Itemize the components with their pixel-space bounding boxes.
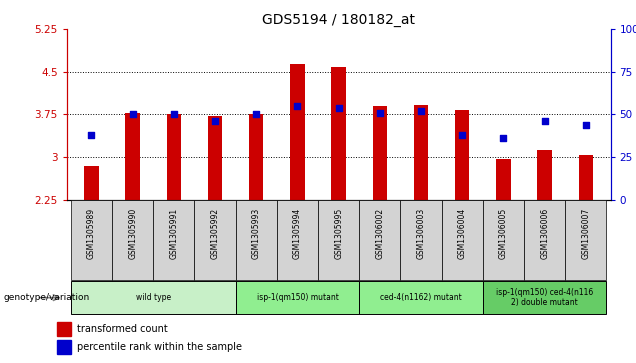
Bar — [57, 340, 71, 354]
Bar — [496, 159, 511, 200]
Bar — [85, 166, 99, 200]
Bar — [359, 200, 401, 280]
Text: ced-4(n1162) mutant: ced-4(n1162) mutant — [380, 293, 462, 302]
Bar — [236, 281, 359, 314]
Text: GSM1306002: GSM1306002 — [375, 208, 384, 259]
Text: GSM1306007: GSM1306007 — [581, 208, 590, 259]
Text: GSM1305994: GSM1305994 — [293, 208, 302, 259]
Bar — [483, 200, 524, 280]
Bar — [112, 200, 153, 280]
Point — [334, 105, 344, 110]
Bar — [331, 67, 346, 200]
Bar — [195, 200, 236, 280]
Bar — [441, 200, 483, 280]
Bar — [290, 64, 305, 200]
Bar — [167, 114, 181, 200]
Text: isp-1(qm150) ced-4(n116
2) double mutant: isp-1(qm150) ced-4(n116 2) double mutant — [496, 288, 593, 307]
Text: wild type: wild type — [135, 293, 171, 302]
Bar — [153, 200, 195, 280]
Point — [210, 118, 220, 124]
Point — [375, 110, 385, 115]
Bar — [249, 114, 263, 200]
Point — [457, 132, 467, 138]
Text: isp-1(qm150) mutant: isp-1(qm150) mutant — [256, 293, 338, 302]
Bar — [318, 200, 359, 280]
Bar — [71, 200, 112, 280]
Bar — [524, 200, 565, 280]
Title: GDS5194 / 180182_at: GDS5194 / 180182_at — [262, 13, 415, 26]
Point — [499, 135, 509, 141]
Point — [251, 111, 261, 117]
Text: GSM1306003: GSM1306003 — [417, 208, 425, 259]
Text: GSM1305995: GSM1305995 — [334, 208, 343, 259]
Bar — [579, 155, 593, 200]
Text: GSM1305989: GSM1305989 — [87, 208, 96, 259]
Bar — [455, 110, 469, 200]
Bar — [565, 200, 607, 280]
Bar — [236, 200, 277, 280]
Bar — [208, 116, 223, 200]
Bar — [537, 150, 552, 200]
Point — [416, 108, 426, 114]
Bar — [401, 200, 441, 280]
Point — [293, 103, 303, 109]
Text: GSM1306004: GSM1306004 — [458, 208, 467, 259]
Text: percentile rank within the sample: percentile rank within the sample — [77, 342, 242, 352]
Text: genotype/variation: genotype/variation — [3, 293, 90, 302]
Text: transformed count: transformed count — [77, 324, 167, 334]
Point — [581, 122, 591, 127]
Bar — [359, 281, 483, 314]
Text: GSM1306005: GSM1306005 — [499, 208, 508, 259]
Text: GSM1305991: GSM1305991 — [169, 208, 178, 259]
Bar — [71, 281, 236, 314]
Bar — [125, 113, 140, 200]
Text: GSM1305990: GSM1305990 — [128, 208, 137, 259]
Point — [169, 111, 179, 117]
Point — [128, 111, 138, 117]
Text: GSM1306006: GSM1306006 — [540, 208, 549, 259]
Point — [539, 118, 550, 124]
Bar — [373, 106, 387, 200]
Bar — [57, 322, 71, 336]
Point — [86, 132, 97, 138]
Text: GSM1305993: GSM1305993 — [252, 208, 261, 259]
Bar — [277, 200, 318, 280]
Bar — [414, 105, 428, 200]
Text: GSM1305992: GSM1305992 — [211, 208, 219, 259]
Bar — [483, 281, 607, 314]
